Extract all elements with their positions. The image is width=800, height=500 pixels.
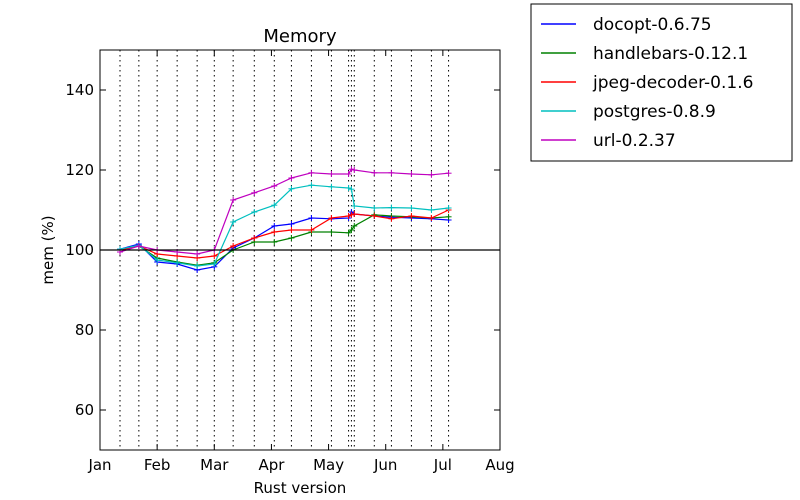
series-handlebars-0.12.1 (117, 211, 452, 269)
legend-label-url-0.2.37: url-0.2.37 (593, 131, 676, 151)
y-tick-label-80: 80 (75, 321, 94, 339)
series-line-url-0.2.37 (119, 168, 449, 255)
y-axis-label: mem (%) (39, 215, 57, 284)
legend-label-docopt-0.6.75: docopt-0.6.75 (593, 15, 712, 35)
chart-title: Memory (263, 26, 337, 47)
y-tick-label-120: 120 (65, 161, 94, 179)
y-tick-label-140: 140 (65, 81, 94, 99)
axis-ticks: Jan Feb Mar Apr May Jun Jul Aug 60 80 100 120 140 (65, 50, 515, 474)
x-tick-label-jan: Jan (87, 456, 111, 474)
series-line-postgres-0.8.9 (119, 184, 449, 267)
x-tick-label-mar: Mar (200, 456, 229, 474)
x-tick-label-feb: Feb (144, 456, 171, 474)
x-tick-label-apr: Apr (258, 456, 285, 474)
legend-label-handlebars-0.12.1: handlebars-0.12.1 (593, 44, 748, 64)
series-line-handlebars-0.12.1 (119, 214, 449, 266)
x-tick-label-may: May (313, 456, 344, 474)
series-postgres-0.8.9 (117, 182, 452, 269)
x-tick-label-jul: Jul (433, 456, 452, 474)
legend-label-jpeg-decoder-0.1.6: jpeg-decoder-0.1.6 (592, 73, 753, 93)
legend-label-postgres-0.8.9: postgres-0.8.9 (593, 102, 716, 122)
y-tick-label-100: 100 (65, 241, 94, 259)
series-layer (117, 166, 452, 273)
series-docopt-0.6.75 (117, 209, 452, 273)
series-jpeg-decoder-0.1.6 (117, 207, 452, 261)
x-axis-label: Rust version (254, 479, 347, 497)
y-tick-label-60: 60 (75, 401, 94, 419)
legend: docopt-0.6.75 handlebars-0.12.1 jpeg-decod… (530, 3, 793, 162)
series-url-0.2.37 (117, 166, 452, 257)
x-tick-label-aug: Aug (485, 456, 514, 474)
x-tick-label-jun: Jun (373, 456, 397, 474)
